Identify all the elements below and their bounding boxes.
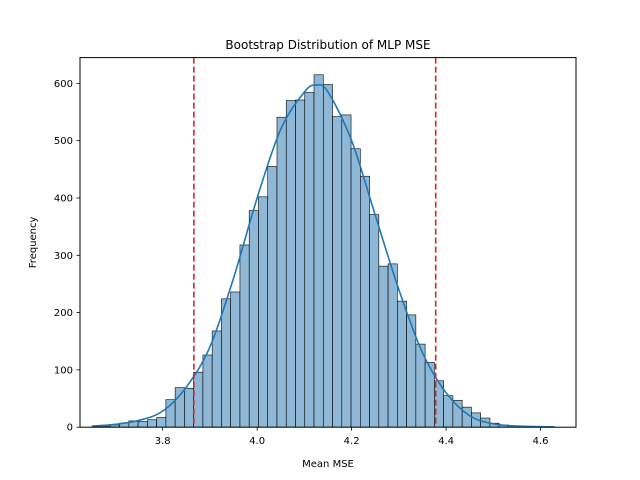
histogram-bar bbox=[147, 419, 157, 428]
histogram-bar bbox=[258, 196, 269, 428]
y-tick-label: 0 bbox=[67, 423, 73, 434]
plot-frame bbox=[79, 57, 577, 428]
histogram-bar bbox=[332, 116, 343, 428]
histogram-bar bbox=[461, 406, 472, 428]
y-tick-label: 300 bbox=[54, 251, 73, 262]
kde-curve bbox=[91, 84, 555, 428]
confidence-lines bbox=[193, 57, 437, 428]
histogram-bar bbox=[378, 265, 389, 428]
histogram-bar bbox=[350, 148, 361, 428]
histogram-bar bbox=[397, 300, 407, 428]
y-tick-label: 600 bbox=[54, 79, 73, 90]
y-tick-label: 500 bbox=[54, 136, 73, 147]
y-axis-label: Frequency bbox=[28, 216, 39, 268]
histogram-bar bbox=[137, 421, 148, 428]
histogram-bar bbox=[322, 84, 333, 428]
histogram-bar bbox=[313, 74, 324, 428]
x-tick-label: 4.2 bbox=[344, 436, 360, 447]
histogram-bar bbox=[202, 354, 213, 428]
y-tick-label: 200 bbox=[54, 308, 73, 319]
histogram-bar bbox=[452, 399, 463, 428]
histogram-bar bbox=[341, 114, 352, 428]
histogram-bar bbox=[193, 371, 204, 428]
histogram-bar bbox=[276, 116, 287, 428]
chart-title: Bootstrap Distribution of MLP MSE bbox=[225, 38, 430, 52]
y-tick-label: 400 bbox=[54, 193, 73, 204]
y-axis: 0 100 200 300 400 500 600 bbox=[54, 79, 80, 434]
kde-curve-group bbox=[91, 84, 555, 428]
x-tick-label: 4.4 bbox=[438, 436, 454, 447]
histogram-bar bbox=[285, 100, 296, 428]
histogram-bar bbox=[184, 387, 194, 428]
histogram-bar bbox=[369, 214, 380, 428]
x-axis: 3.8 4.0 4.2 4.4 4.6 bbox=[155, 427, 549, 447]
histogram-bar bbox=[295, 99, 306, 428]
x-tick-label: 4.6 bbox=[533, 436, 549, 447]
histogram-bar bbox=[239, 244, 250, 428]
x-tick-label: 4.0 bbox=[249, 436, 265, 447]
histogram-bar bbox=[211, 330, 222, 428]
histogram-bar bbox=[156, 417, 167, 428]
histogram-bar bbox=[304, 92, 315, 428]
histogram-bar bbox=[221, 298, 231, 428]
x-tick-label: 3.8 bbox=[155, 436, 171, 447]
histogram-bar bbox=[174, 387, 185, 428]
histogram-bar bbox=[248, 210, 259, 428]
histogram-bar bbox=[360, 175, 370, 428]
histogram-bars bbox=[91, 74, 546, 428]
histogram-bar bbox=[267, 166, 278, 428]
y-tick-label: 100 bbox=[54, 365, 73, 376]
x-axis-label: Mean MSE bbox=[302, 459, 354, 470]
histogram-bar bbox=[387, 263, 398, 428]
histogram-bar bbox=[230, 291, 241, 428]
